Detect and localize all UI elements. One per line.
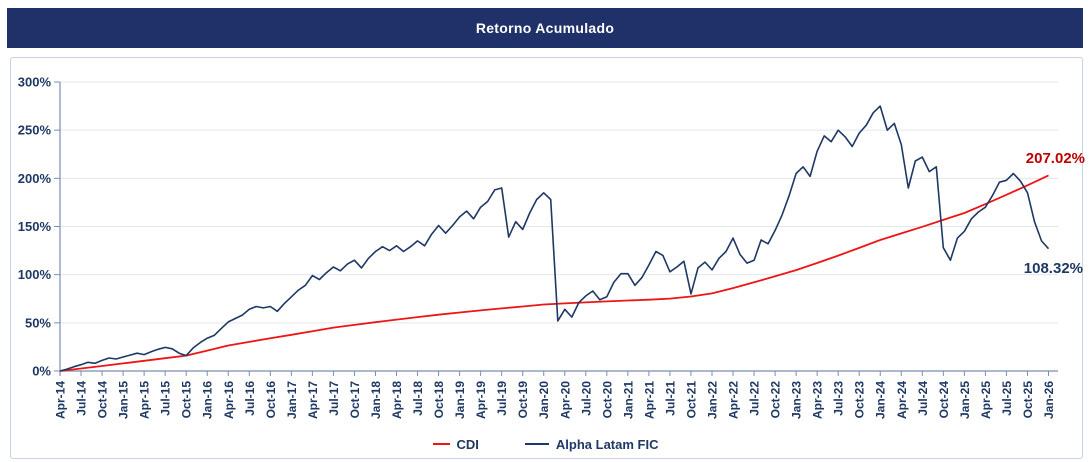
y-tick-label: 200% bbox=[18, 171, 52, 186]
legend-label-alpha: Alpha Latam FIC bbox=[555, 436, 659, 452]
x-tick-label: Oct-16 bbox=[264, 381, 278, 419]
x-tick-label: Apr-24 bbox=[895, 381, 909, 419]
x-tick-label: Jul-14 bbox=[75, 381, 89, 416]
gridlines bbox=[60, 81, 1058, 324]
y-tick-label: 50% bbox=[25, 315, 51, 330]
x-tick-label: Apr-19 bbox=[474, 381, 488, 419]
y-tick-label: 300% bbox=[18, 75, 52, 90]
x-tick-label: Apr-18 bbox=[390, 381, 404, 419]
series-lines bbox=[59, 105, 1050, 372]
x-tick-label: Apr-20 bbox=[558, 381, 572, 419]
x-tick-label: Apr-14 bbox=[54, 381, 68, 419]
x-tick-label: Oct-23 bbox=[853, 381, 867, 419]
x-tick-label: Apr-15 bbox=[138, 381, 152, 419]
alpha-line-swatch bbox=[524, 443, 549, 445]
x-tick-label: Jul-15 bbox=[159, 381, 173, 416]
series-line-alpha-latam-fic bbox=[59, 105, 1050, 372]
x-tick-label: Apr-22 bbox=[727, 381, 741, 419]
legend-item-cdi: CDI bbox=[432, 436, 479, 452]
legend-label-cdi: CDI bbox=[456, 436, 479, 452]
x-tick-label: Jul-17 bbox=[327, 381, 341, 416]
chart-legend: CDI Alpha Latam FIC bbox=[10, 433, 1081, 455]
axes bbox=[54, 81, 1058, 376]
cdi-line-swatch bbox=[432, 443, 450, 445]
series-line-cdi bbox=[59, 174, 1049, 372]
x-tick-label: Jan-19 bbox=[453, 381, 467, 419]
x-tick-label: Apr-21 bbox=[642, 381, 656, 419]
x-tick-label: Jan-17 bbox=[285, 381, 299, 419]
x-tick-label: Jul-16 bbox=[243, 381, 257, 416]
chart-panel bbox=[10, 57, 1083, 459]
x-tick-label: Jul-25 bbox=[1000, 381, 1014, 416]
x-tick-label: Apr-25 bbox=[979, 381, 993, 419]
x-tick-label: Oct-17 bbox=[348, 381, 362, 419]
x-tick-label: Jan-26 bbox=[1042, 381, 1056, 419]
x-tick-label: Jan-22 bbox=[706, 381, 720, 419]
y-tick-label: 150% bbox=[18, 219, 52, 234]
y-tick-label: 100% bbox=[18, 267, 52, 282]
x-tick-label: Apr-17 bbox=[306, 381, 320, 419]
x-tick-label: Oct-22 bbox=[769, 381, 783, 419]
x-tick-label: Oct-19 bbox=[516, 381, 530, 419]
x-tick-label: Oct-20 bbox=[600, 381, 614, 419]
x-tick-label: Jan-16 bbox=[201, 381, 215, 419]
x-tick-label: Oct-24 bbox=[937, 381, 951, 419]
x-tick-label: Apr-23 bbox=[811, 381, 825, 419]
x-tick-label: Jan-25 bbox=[958, 381, 972, 419]
x-tick-label: Jan-21 bbox=[621, 381, 635, 419]
x-tick-label: Oct-25 bbox=[1021, 381, 1035, 419]
page-title: Retorno Acumulado bbox=[475, 20, 615, 36]
x-tick-label: Jan-20 bbox=[537, 381, 551, 419]
x-tick-label: Jan-15 bbox=[117, 381, 131, 419]
alpha-end-value-label: 108.32% bbox=[1024, 260, 1083, 277]
x-tick-label: Jul-20 bbox=[579, 381, 593, 416]
x-tick-label: Jul-22 bbox=[748, 381, 762, 416]
x-tick-label: Oct-14 bbox=[96, 381, 110, 419]
x-tick-label: Oct-15 bbox=[180, 381, 194, 419]
x-tick-label: Oct-21 bbox=[685, 381, 699, 419]
cdi-end-value-label: 207.02% bbox=[1026, 150, 1085, 167]
x-tick-label: Apr-16 bbox=[222, 381, 236, 419]
x-tick-label: Jul-21 bbox=[663, 381, 677, 416]
y-axis-labels: 300% 250% 200% 150% 100% 50% 0% bbox=[18, 75, 52, 379]
title-bar: Retorno Acumulado bbox=[7, 8, 1083, 48]
y-tick-label: 0% bbox=[32, 364, 51, 379]
x-tick-label: Jan-24 bbox=[874, 381, 888, 419]
x-tick-label: Jul-19 bbox=[495, 381, 509, 416]
x-tick-label: Jul-18 bbox=[411, 381, 425, 416]
x-tick-label: Jul-24 bbox=[916, 381, 930, 416]
x-tick-label: Oct-18 bbox=[432, 381, 446, 419]
x-tick-label: Jan-18 bbox=[369, 381, 383, 419]
x-tick-label: Jul-23 bbox=[832, 381, 846, 416]
y-tick-label: 250% bbox=[18, 123, 52, 138]
x-tick-label: Jan-23 bbox=[790, 381, 804, 419]
legend-item-alpha: Alpha Latam FIC bbox=[524, 436, 659, 452]
x-axis-labels: Apr-14 Jul-14 Oct-14 Jan-15 Apr-15 Jul-15 Oct-… bbox=[54, 381, 1057, 419]
